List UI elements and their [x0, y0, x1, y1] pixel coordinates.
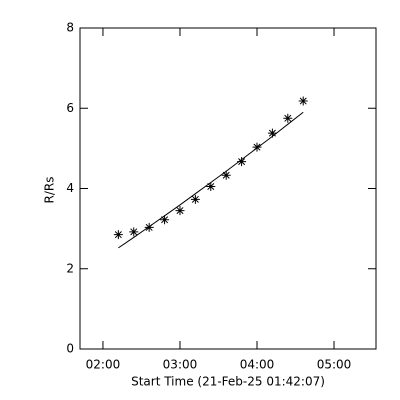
y-tick-label: 8	[66, 21, 74, 35]
data-point	[221, 170, 231, 180]
x-tick-label: 02:00	[86, 358, 121, 372]
data-point	[113, 230, 123, 240]
x-tick-label: 04:00	[240, 358, 275, 372]
y-tick-label: 0	[66, 342, 74, 356]
y-tick-label: 6	[66, 101, 74, 115]
fit-line	[118, 111, 304, 249]
data-point	[298, 96, 308, 106]
data-point	[129, 227, 139, 237]
y-axis-label: R/Rs	[43, 177, 57, 204]
data-point	[144, 222, 154, 232]
data-point	[190, 194, 200, 204]
data-point	[283, 113, 293, 123]
x-tick-label: 03:00	[163, 358, 198, 372]
data-point	[267, 128, 277, 138]
data-point	[252, 142, 262, 152]
x-axis-label: Start Time (21-Feb-25 01:42:07)	[131, 375, 325, 389]
data-point	[160, 215, 170, 225]
x-tick-label: 05:00	[317, 358, 352, 372]
y-tick-label: 2	[66, 261, 74, 275]
data-point	[175, 206, 185, 216]
data-point	[237, 157, 247, 167]
data-point	[206, 181, 216, 191]
y-tick-label: 4	[66, 181, 74, 195]
